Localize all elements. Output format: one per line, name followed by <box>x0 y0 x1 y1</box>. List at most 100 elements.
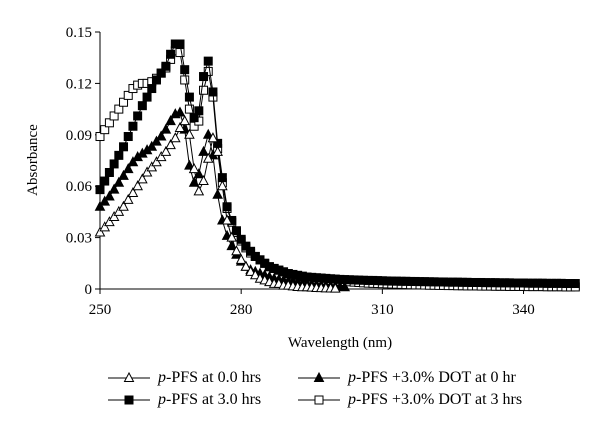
data-point <box>155 130 167 141</box>
data-point <box>128 121 138 131</box>
data-point <box>175 48 185 58</box>
data-point <box>100 125 110 135</box>
data-point <box>199 85 209 95</box>
data-point <box>146 161 158 172</box>
data-point <box>104 118 114 128</box>
data-point <box>147 84 157 94</box>
series-1 <box>95 39 580 289</box>
data-point <box>241 241 251 251</box>
data-point <box>189 121 199 131</box>
data-point <box>217 180 228 191</box>
series-line <box>99 50 576 288</box>
data-point <box>161 61 171 71</box>
y-tick-label: 0.09 <box>66 128 92 144</box>
data-point <box>146 140 158 151</box>
data-point <box>118 200 129 211</box>
x-tick-label: 310 <box>371 302 394 318</box>
y-tick-label: 0.06 <box>66 179 93 195</box>
data-point <box>132 180 143 191</box>
legend-label-prefix: p <box>348 391 356 408</box>
data-point <box>202 128 214 139</box>
data-point <box>188 162 200 174</box>
data-point <box>109 111 119 121</box>
y-tick-label: 0.15 <box>66 25 92 41</box>
data-point <box>141 166 153 177</box>
data-point <box>203 66 213 76</box>
legend-swatch-marker <box>314 395 324 405</box>
data-point <box>160 145 172 156</box>
data-point <box>189 113 199 123</box>
data-point <box>123 90 133 100</box>
data-point <box>114 104 124 114</box>
data-point <box>165 115 176 126</box>
legend-item-s1: p -PFS at 3.0 hrs <box>106 390 261 410</box>
data-point <box>184 159 195 170</box>
legend-swatch <box>108 371 150 382</box>
data-point <box>95 185 105 195</box>
data-point <box>226 231 238 242</box>
data-point <box>240 260 252 271</box>
data-point <box>95 132 105 142</box>
legend-label-prefix: p <box>158 369 166 386</box>
legend-swatch <box>108 395 150 405</box>
x-tick-label: 280 <box>230 302 253 318</box>
data-point <box>249 269 261 280</box>
data-point <box>194 106 204 116</box>
legend-label-prefix: p <box>158 391 166 408</box>
data-point <box>208 87 218 97</box>
series-line <box>99 43 576 285</box>
data-point <box>127 156 139 167</box>
data-point <box>169 132 181 143</box>
legend-swatch-marker <box>124 395 134 405</box>
data-point <box>113 205 125 216</box>
series-line <box>99 111 345 288</box>
y-tick-label: 0 <box>85 282 93 298</box>
legend-swatch <box>298 395 340 405</box>
data-point <box>94 226 106 237</box>
legend-label: -PFS +3.0% DOT at 3 hrs <box>356 391 523 408</box>
data-point <box>175 39 185 49</box>
data-point <box>137 101 147 111</box>
data-point <box>245 265 256 276</box>
legend-label: -PFS +3.0% DOT at 0 hr <box>356 369 516 386</box>
data-point <box>151 135 162 146</box>
series-3 <box>95 46 580 292</box>
data-point <box>174 106 186 117</box>
data-point <box>99 221 111 232</box>
data-point <box>109 159 119 169</box>
data-point <box>108 210 120 222</box>
series-2 <box>94 106 351 292</box>
data-point <box>156 68 166 78</box>
data-point <box>184 128 195 139</box>
data-point <box>193 168 205 179</box>
data-point <box>133 111 143 121</box>
legend: p -PFS at 0.0 hrs p -PFS +3.0% DOT at 0 hr… <box>100 364 600 424</box>
data-point <box>114 150 124 160</box>
data-point <box>160 123 172 134</box>
series-layer <box>94 39 580 293</box>
data-point <box>151 156 162 167</box>
data-point <box>329 282 341 293</box>
legend-label: -PFS at 0.0 hrs <box>166 369 262 386</box>
data-point <box>127 186 139 198</box>
data-point <box>151 75 161 85</box>
data-point <box>570 279 580 289</box>
data-point <box>180 65 190 75</box>
legend-swatch <box>298 371 340 382</box>
data-point <box>339 281 351 292</box>
data-point <box>108 183 120 194</box>
data-point <box>231 226 241 236</box>
data-point <box>236 234 246 244</box>
data-point <box>122 193 134 204</box>
data-point <box>221 214 233 225</box>
data-point <box>142 92 152 102</box>
x-tick-label: 250 <box>89 302 112 318</box>
data-point <box>184 92 194 102</box>
data-point <box>199 72 209 82</box>
data-point <box>198 145 209 156</box>
legend-label: -PFS at 3.0 hrs <box>166 391 262 408</box>
absorbance-chart: 0 0.03 0.06 0.09 0.12 0.15 250 280 310 340 Absorb… <box>25 25 580 351</box>
data-point <box>122 162 134 174</box>
x-tick-label: 340 <box>512 302 535 318</box>
data-point <box>99 195 111 206</box>
